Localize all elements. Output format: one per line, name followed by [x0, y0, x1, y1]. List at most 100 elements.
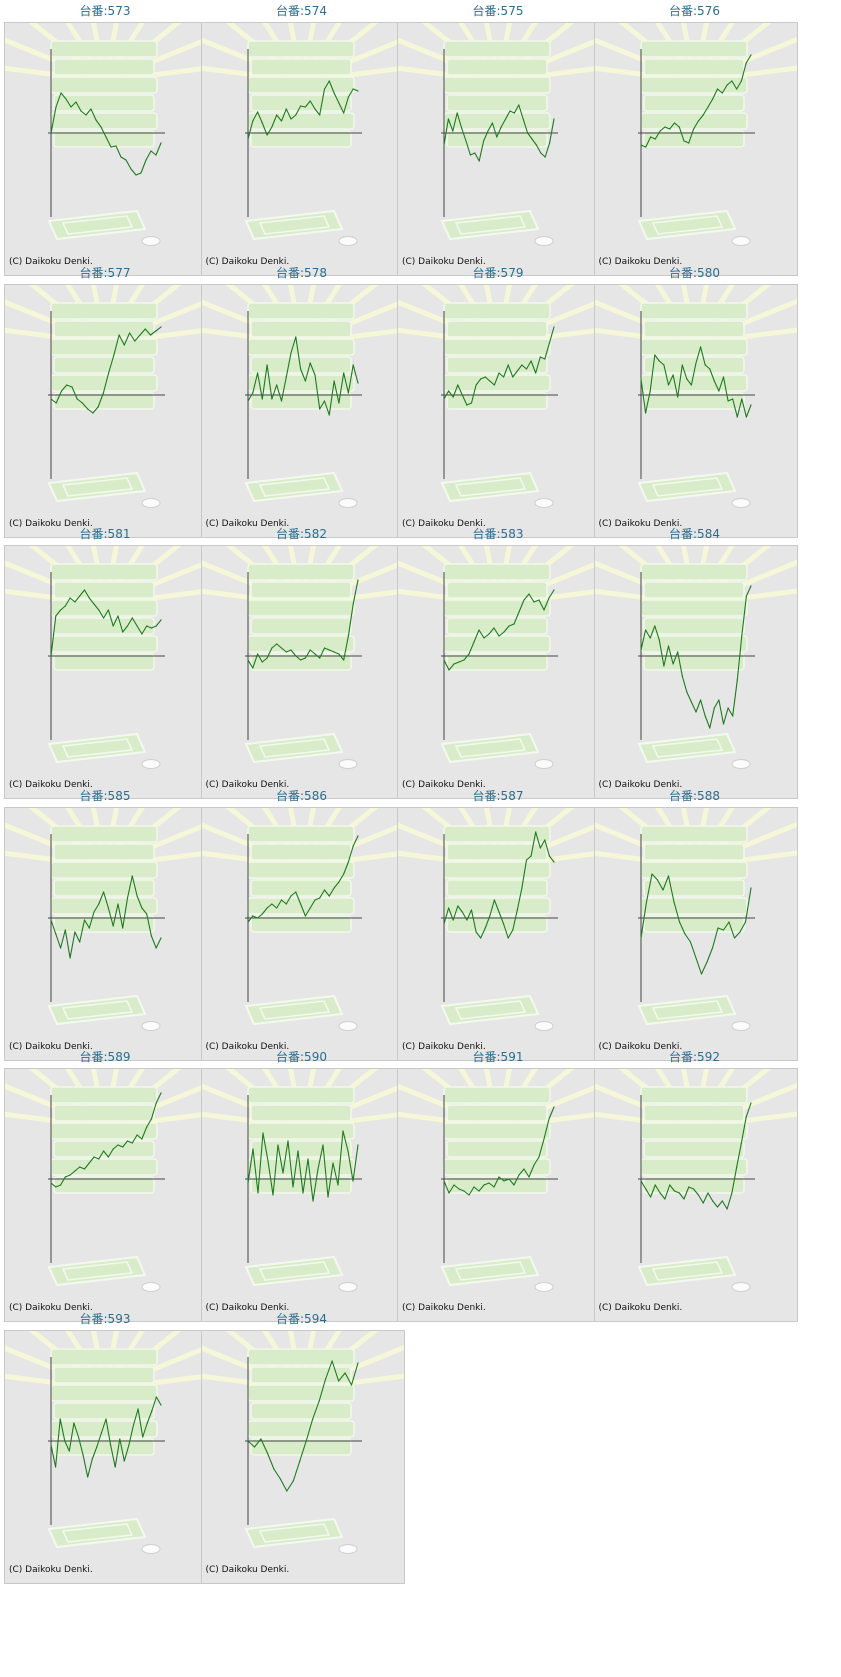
data-point	[347, 96, 349, 98]
data-point	[488, 1182, 490, 1184]
art-box-inner	[454, 1261, 527, 1281]
data-point	[66, 383, 68, 386]
art-tray	[50, 824, 158, 843]
data-point	[639, 144, 642, 146]
data-point	[126, 1140, 129, 1142]
data-point	[736, 679, 738, 681]
data-point	[678, 126, 680, 128]
art-tray	[50, 1158, 158, 1176]
data-point	[68, 1449, 70, 1452]
background-art	[201, 807, 404, 1031]
data-point	[468, 653, 470, 655]
series-line	[640, 1102, 752, 1210]
data-point	[544, 156, 546, 158]
data-point	[694, 711, 697, 713]
series-line	[50, 589, 162, 657]
data-point	[458, 661, 460, 663]
data-point	[142, 1435, 144, 1438]
data-point	[553, 860, 555, 863]
art-tray	[53, 842, 155, 861]
data-point	[700, 972, 702, 975]
data-point	[306, 1158, 309, 1160]
data-point	[122, 631, 124, 633]
data-point	[122, 926, 124, 929]
data-point	[50, 918, 52, 921]
data-point	[352, 88, 354, 90]
background-art	[5, 807, 207, 1031]
art-tray	[446, 617, 548, 635]
art-tray	[249, 914, 352, 933]
data-point	[553, 325, 555, 328]
data-point	[687, 1186, 689, 1188]
chart-title: 台番:590	[276, 1050, 327, 1064]
data-point	[448, 669, 450, 671]
data-point	[102, 391, 104, 394]
data-point	[70, 106, 72, 108]
data-point	[513, 1184, 515, 1186]
data-point	[745, 415, 747, 418]
data-point	[480, 936, 482, 939]
art-tray	[642, 617, 745, 635]
credit-text: (C) Daikoku Denki.	[598, 257, 683, 267]
data-point	[525, 367, 528, 370]
art-box	[244, 471, 343, 502]
data-point	[498, 371, 500, 374]
background-art	[5, 23, 207, 246]
art-tray	[246, 301, 355, 320]
art-box-inner	[61, 476, 134, 497]
data-point	[745, 1116, 747, 1118]
data-point	[540, 152, 542, 154]
data-point	[160, 1403, 162, 1406]
chart-frame: (C) Daikoku Denki.	[200, 283, 405, 538]
series-line	[50, 326, 162, 414]
data-point	[139, 333, 141, 336]
art-box-inner	[651, 738, 723, 758]
background-art	[201, 23, 404, 246]
data-point	[687, 142, 689, 144]
data-point	[259, 1437, 261, 1440]
credit-text: (C) Daikoku Denki.	[205, 1041, 290, 1052]
data-point	[503, 922, 505, 925]
data-point	[645, 900, 647, 903]
chart-frame: (C) Daikoku Denki.	[593, 283, 798, 538]
art-token	[731, 1282, 750, 1292]
data-point	[528, 593, 530, 595]
data-point	[453, 1184, 455, 1186]
data-point	[500, 126, 502, 128]
data-point	[270, 902, 272, 905]
data-point	[530, 854, 532, 857]
art-tray	[249, 1104, 352, 1122]
data-point	[457, 383, 459, 386]
chart-frame: (C) Daikoku Denki.	[200, 1068, 405, 1322]
credit-text: (C) Daikoku Denki.	[9, 518, 93, 529]
art-tray	[446, 94, 548, 112]
data-point	[722, 375, 724, 378]
art-tray	[639, 860, 748, 879]
data-point	[324, 1377, 326, 1380]
data-point	[352, 844, 354, 847]
art-tray	[446, 581, 548, 599]
art-box	[440, 732, 540, 764]
data-point	[280, 898, 282, 901]
data-point	[661, 888, 664, 891]
data-point	[694, 361, 697, 364]
data-point	[83, 1168, 86, 1170]
data-point	[352, 603, 354, 605]
data-point	[64, 928, 66, 931]
art-box-inner	[258, 738, 330, 758]
data-point	[60, 946, 62, 949]
art-tray	[639, 1122, 748, 1140]
credit-text: (C) Daikoku Denki.	[205, 518, 290, 529]
data-point	[85, 114, 87, 116]
data-point	[117, 1144, 119, 1146]
data-point	[663, 1198, 665, 1200]
data-point	[351, 1180, 354, 1182]
art-tray	[50, 40, 158, 58]
data-point	[64, 605, 66, 607]
data-point	[333, 886, 335, 889]
chart-title: 台番:580	[669, 265, 720, 280]
data-point	[132, 1423, 135, 1426]
data-point	[689, 940, 691, 943]
chart-svg	[5, 1330, 207, 1554]
art-tray	[249, 1365, 352, 1384]
